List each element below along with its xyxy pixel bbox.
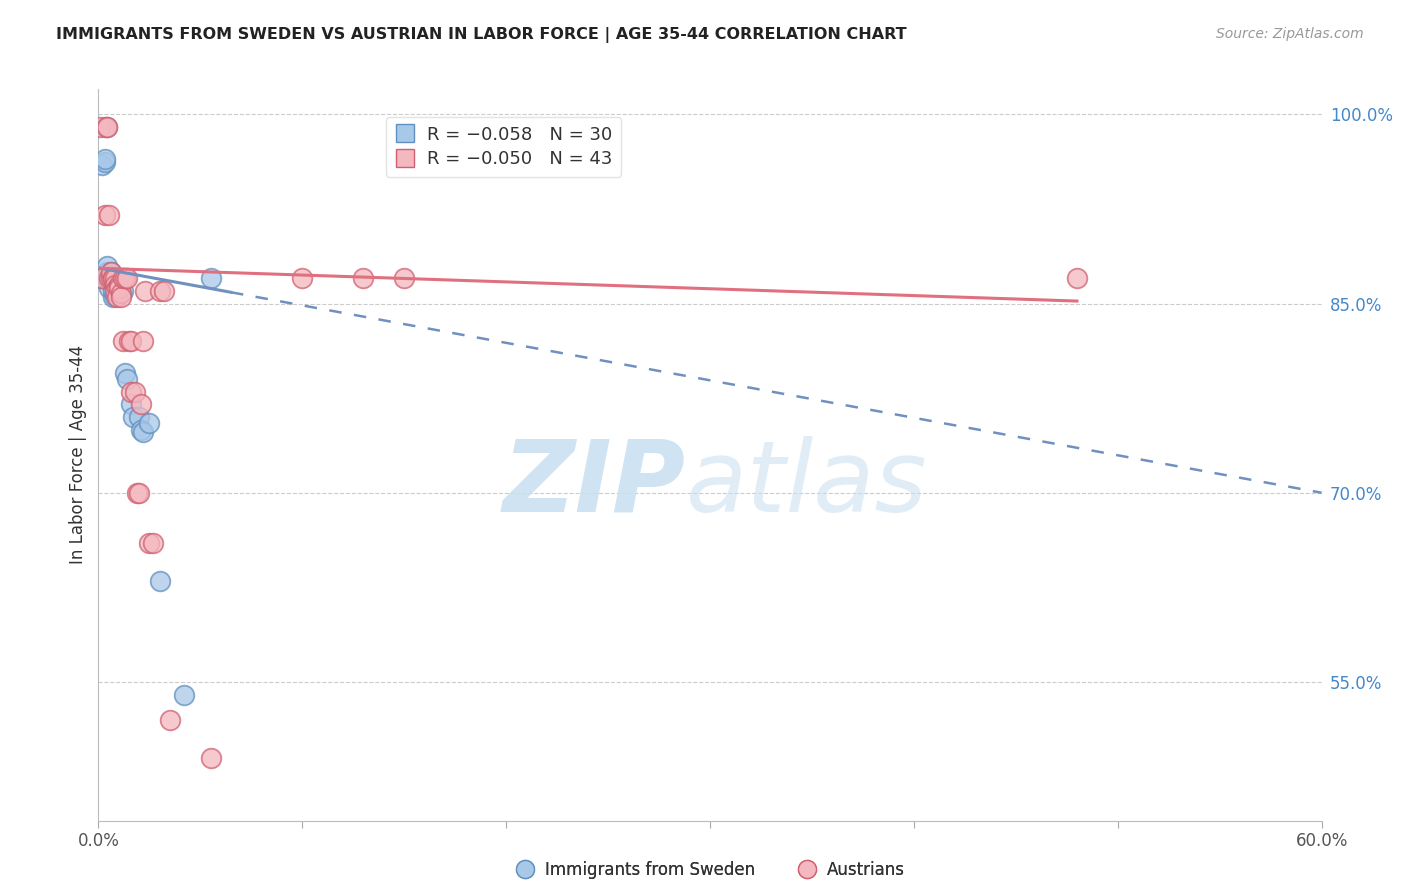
Point [120, 397, 142, 411]
Point [93, 155, 115, 169]
Point [138, 417, 160, 431]
Point [111, 271, 134, 285]
Point [392, 271, 416, 285]
Point [104, 284, 127, 298]
Point [101, 271, 124, 285]
Point [152, 284, 174, 298]
Point [122, 410, 145, 425]
Point [97, 208, 120, 222]
Point [93, 120, 115, 134]
Text: IMMIGRANTS FROM SWEDEN VS AUSTRIAN IN LABOR FORCE | AGE 35-44 CORRELATION CHART: IMMIGRANTS FROM SWEDEN VS AUSTRIAN IN LA… [56, 27, 907, 43]
Point [105, 281, 128, 295]
Point [91, 271, 114, 285]
Point [96, 259, 118, 273]
Point [118, 334, 141, 349]
Point [104, 277, 127, 292]
Point [97, 268, 120, 282]
Point [124, 384, 146, 399]
Point [120, 334, 142, 349]
Point [97, 271, 120, 285]
Point [159, 713, 181, 727]
Point [352, 271, 374, 285]
Point [128, 485, 150, 500]
Text: Source: ZipAtlas.com: Source: ZipAtlas.com [1216, 27, 1364, 41]
Point [96, 120, 118, 134]
Point [105, 271, 128, 285]
Point [1066, 271, 1088, 285]
Point [100, 265, 122, 279]
Point [100, 271, 122, 285]
Text: ZIP: ZIP [502, 435, 686, 533]
Y-axis label: In Labor Force | Age 35-44: In Labor Force | Age 35-44 [69, 345, 87, 565]
Point [128, 410, 150, 425]
Point [108, 281, 131, 295]
Point [96, 120, 118, 134]
Point [100, 265, 122, 279]
Point [129, 397, 152, 411]
Point [110, 286, 132, 301]
Point [132, 334, 155, 349]
Point [200, 271, 222, 285]
Point [142, 536, 165, 550]
Point [129, 423, 152, 437]
Point [108, 271, 131, 285]
Point [200, 750, 222, 764]
Point [89, 271, 111, 285]
Point [127, 485, 149, 500]
Point [91, 158, 114, 172]
Point [110, 290, 132, 304]
Point [111, 334, 134, 349]
Point [97, 274, 120, 288]
Point [115, 271, 138, 285]
Point [93, 152, 115, 166]
Point [115, 372, 138, 386]
Point [89, 120, 111, 134]
Point [105, 290, 128, 304]
Point [108, 277, 131, 292]
Point [134, 284, 156, 298]
Point [96, 271, 118, 285]
Point [97, 281, 120, 295]
Point [96, 265, 118, 279]
Point [132, 425, 155, 440]
Point [101, 284, 124, 298]
Point [149, 284, 172, 298]
Point [93, 208, 115, 222]
Point [104, 289, 127, 303]
Point [114, 271, 136, 285]
Text: atlas: atlas [686, 435, 927, 533]
Point [149, 574, 172, 588]
Point [104, 271, 127, 285]
Point [173, 688, 195, 702]
Point [101, 290, 124, 304]
Point [101, 271, 124, 285]
Point [138, 536, 160, 550]
Point [291, 271, 314, 285]
Point [100, 271, 122, 285]
Point [120, 384, 142, 399]
Legend: Immigrants from Sweden, Austrians: Immigrants from Sweden, Austrians [509, 855, 911, 886]
Point [114, 366, 136, 380]
Point [111, 284, 134, 298]
